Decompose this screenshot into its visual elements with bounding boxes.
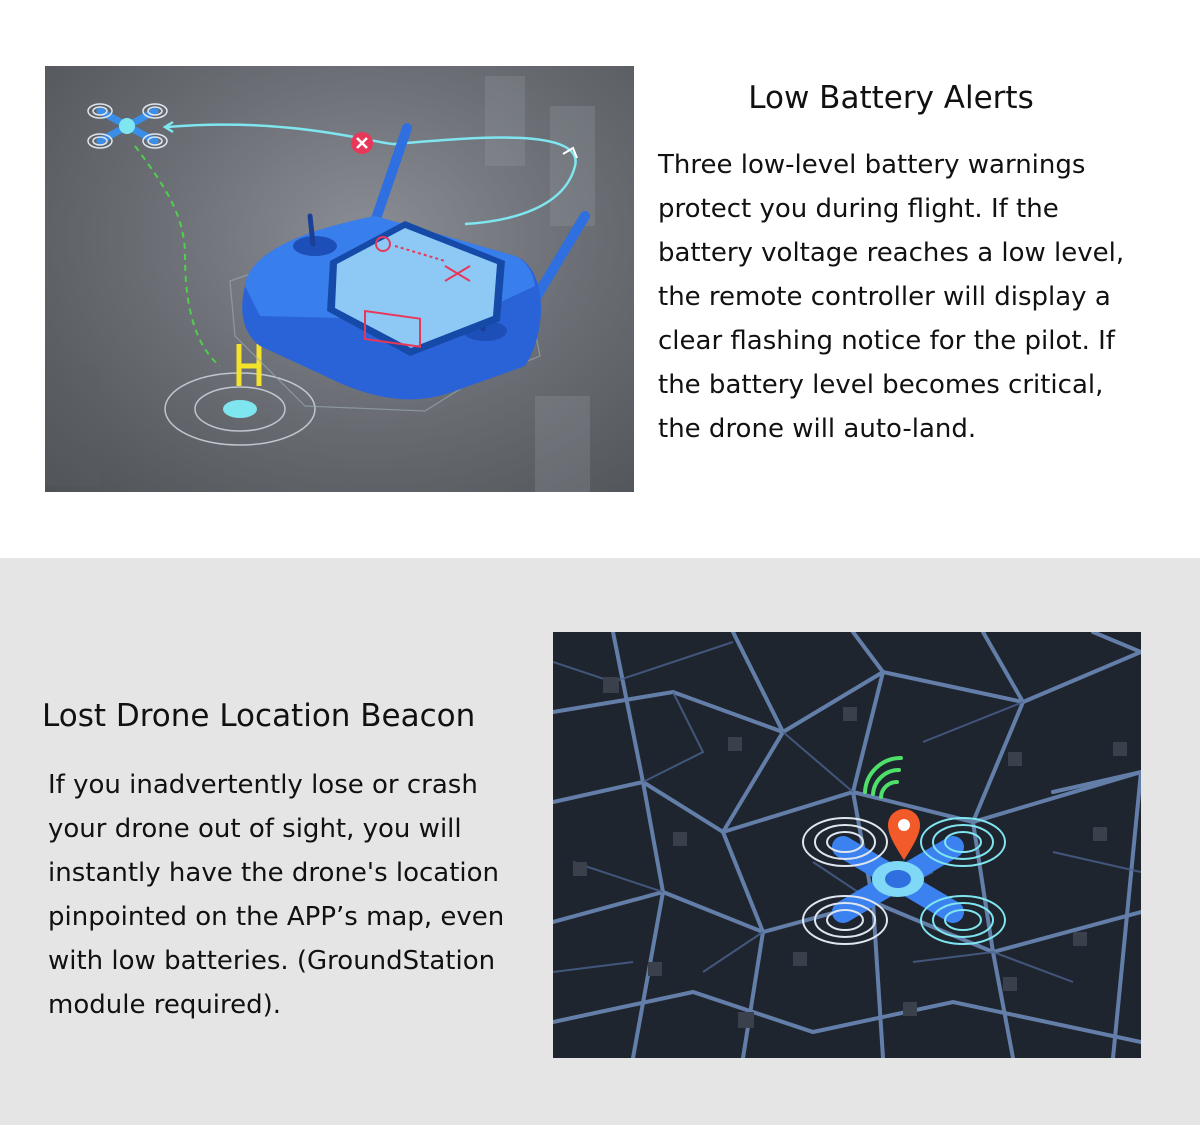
location-beacon-section: Lost Drone Location Beacon If you inadve… xyxy=(0,558,1200,1125)
location-beacon-illustration xyxy=(553,632,1141,1058)
landing-pad xyxy=(164,372,316,446)
low-battery-illustration xyxy=(45,66,634,492)
background-buildings xyxy=(45,76,595,492)
low-battery-description: Three low-level battery warnings protect… xyxy=(658,150,1125,444)
low-battery-section: Low Battery Alerts Three low-level batte… xyxy=(0,0,1200,558)
map-buildings xyxy=(573,677,1127,1028)
city-map-scene xyxy=(553,632,1141,1058)
flight-path xyxy=(166,123,577,226)
turn-arrow xyxy=(562,146,578,159)
drone-icon xyxy=(802,817,1006,945)
remote-controller xyxy=(242,213,542,400)
wifi-signal-icon xyxy=(863,755,903,799)
low-battery-title: Low Battery Alerts xyxy=(748,80,1034,116)
drone-icon xyxy=(87,103,168,149)
location-beacon-title: Lost Drone Location Beacon xyxy=(42,698,476,734)
landing-path xyxy=(134,145,221,367)
helipad-h-icon xyxy=(236,344,262,386)
location-beacon-description: If you inadvertently lose or crash your … xyxy=(48,770,505,1020)
flight-path-arrow xyxy=(162,120,174,134)
close-x-icon xyxy=(351,132,373,154)
map-pin-icon xyxy=(888,809,920,860)
low-battery-scene xyxy=(45,76,595,492)
